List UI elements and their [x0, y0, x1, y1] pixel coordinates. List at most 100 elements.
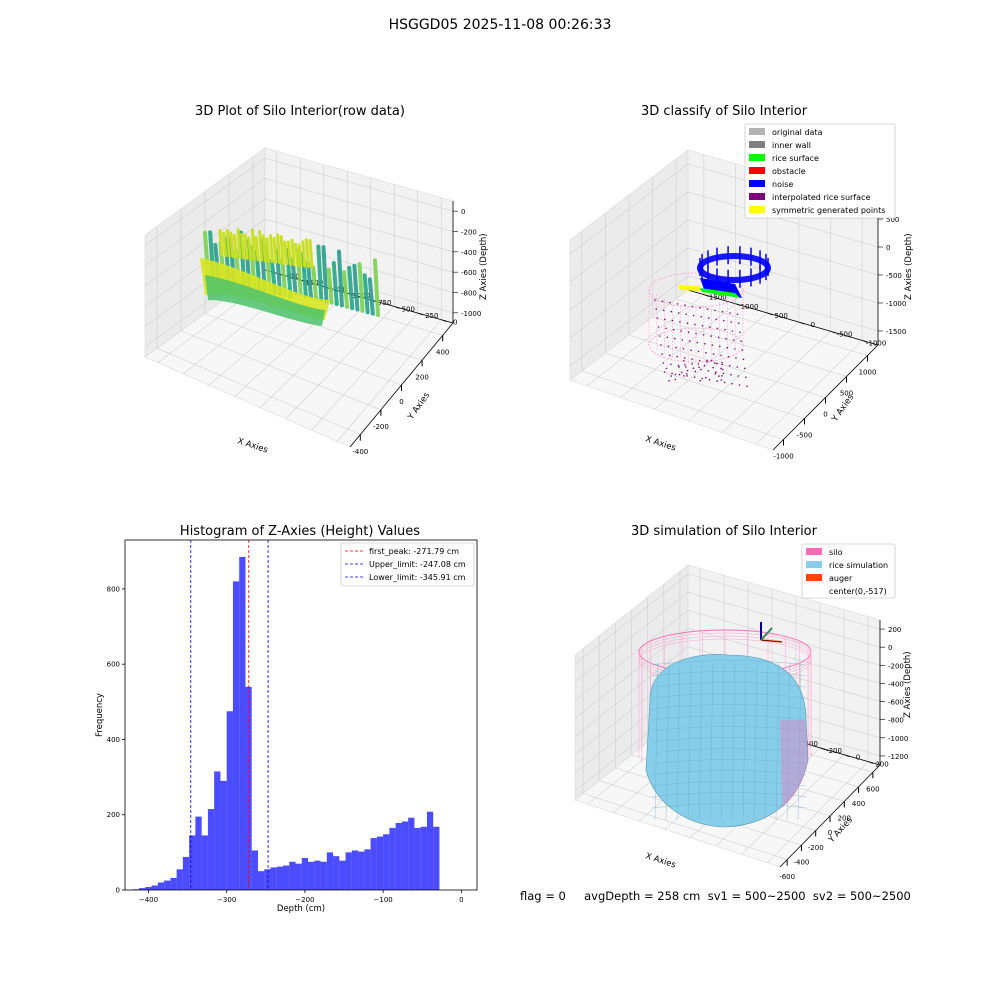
interpolated-point: [700, 316, 702, 318]
y-tick-label: 400: [107, 736, 120, 744]
point-column: [311, 265, 319, 301]
interpolated-point: [665, 327, 667, 330]
y-tick-label: 800: [107, 585, 120, 593]
x-tick-label: -400: [352, 448, 368, 456]
interpolated-point: [671, 372, 673, 375]
auger-marker: [760, 627, 773, 641]
surface-mesh-line: [651, 792, 807, 798]
interpolated-point: [739, 331, 741, 334]
x-tick-label: 200: [838, 815, 851, 823]
interpolated-point: [685, 366, 687, 368]
y-grid-line: [586, 294, 705, 387]
silo-front-wall: [780, 720, 808, 808]
surface-mesh-line: [687, 661, 692, 821]
z-tick-label: 0: [888, 644, 892, 652]
interpolated-point: [707, 370, 710, 372]
interpolated-point: [714, 309, 716, 312]
histogram-frame: [124, 539, 478, 891]
histogram-bar: [207, 809, 215, 890]
point-column: [294, 242, 300, 267]
point-column: [316, 244, 324, 302]
point-column: [321, 245, 329, 304]
z-tick-label: -800: [888, 717, 904, 725]
legend-label: interpolated rice surface: [772, 193, 870, 202]
x-tick-label: 500: [840, 390, 853, 398]
panel1-zlabel: Z Axies (Depth): [479, 233, 489, 300]
legend-label: silo: [829, 548, 843, 557]
interpolated-point: [706, 308, 709, 310]
z-grid-line: [569, 191, 879, 283]
z-grid-line: [569, 275, 879, 367]
y-axis-line: [264, 269, 454, 324]
histogram-x-ticks: −400 −300 −200 −100 0: [139, 890, 464, 904]
x-tick-label: −400: [139, 896, 158, 904]
y-axis-line: [687, 289, 879, 346]
interpolated-point: [670, 363, 672, 366]
interpolated-point: [701, 377, 703, 380]
point-column: [272, 236, 278, 264]
legend-swatch: [749, 154, 765, 161]
y-tick-label: 0: [811, 321, 815, 329]
z-tick-label: -600: [888, 699, 904, 707]
interpolated-point: [662, 362, 665, 364]
histogram-bar: [182, 856, 190, 890]
interpolated-point: [720, 367, 722, 370]
interpolated-point: [743, 367, 746, 370]
interpolated-point: [685, 313, 687, 316]
point-column: [250, 228, 256, 261]
z-tick-label: -200: [461, 229, 477, 237]
interpolated-point: [721, 310, 724, 313]
interpolated-point: [657, 326, 660, 328]
interpolated-point: [703, 364, 706, 367]
interpolated-point: [714, 372, 717, 375]
histogram-bar: [383, 834, 390, 890]
legend-label: auger: [829, 574, 853, 583]
surface-mesh-line: [651, 781, 807, 787]
interpolated-point: [674, 373, 677, 376]
surface-mesh-line: [651, 759, 807, 765]
y-grid-line: [311, 312, 418, 431]
x-grid-line: [582, 793, 788, 860]
interpolated-point: [674, 337, 676, 340]
auger-marker: [760, 639, 783, 643]
histogram-bar: [257, 871, 265, 890]
interpolated-point: [731, 330, 734, 332]
dense-point-band: [205, 275, 325, 326]
y-tick-label: 750: [378, 299, 391, 307]
point-column: [352, 263, 360, 312]
x-tick-label: −300: [217, 896, 236, 904]
point-column: [362, 273, 370, 315]
surface-mesh-line: [797, 661, 802, 821]
legend-label: Upper_limit: -247.08 cm: [369, 560, 466, 569]
surface-mesh-line: [698, 661, 703, 821]
y-grid-line: [766, 761, 869, 864]
z-tick-label: -800: [461, 290, 477, 298]
interpolated-point: [737, 322, 740, 325]
x-tick-label: 400: [852, 800, 865, 808]
z-tick-label: -600: [461, 269, 477, 277]
interpolated-point: [706, 359, 708, 362]
interpolated-point: [668, 354, 671, 357]
z-grid-line: [574, 573, 881, 665]
interpolated-point: [666, 336, 669, 339]
point-column: [326, 267, 334, 305]
x-tick-label: 0: [828, 829, 832, 837]
interpolated-point: [728, 364, 731, 367]
interpolated-point: [683, 359, 685, 362]
x-grid-line: [156, 348, 361, 435]
z-grid-line: [574, 609, 881, 701]
legend-label: rice surface: [772, 154, 819, 163]
interpolated-point: [716, 327, 719, 330]
legend-label: symmetric generated points: [772, 206, 885, 215]
x-tick-label: -400: [793, 858, 809, 866]
surface-mesh-line: [753, 661, 758, 821]
interpolated-point: [742, 358, 745, 361]
point-column: [285, 248, 293, 299]
x-tick-label: 200: [415, 373, 428, 381]
z-tick-label: -500: [886, 272, 902, 280]
z-grid-line: [574, 646, 881, 737]
interpolated-point: [697, 363, 700, 365]
